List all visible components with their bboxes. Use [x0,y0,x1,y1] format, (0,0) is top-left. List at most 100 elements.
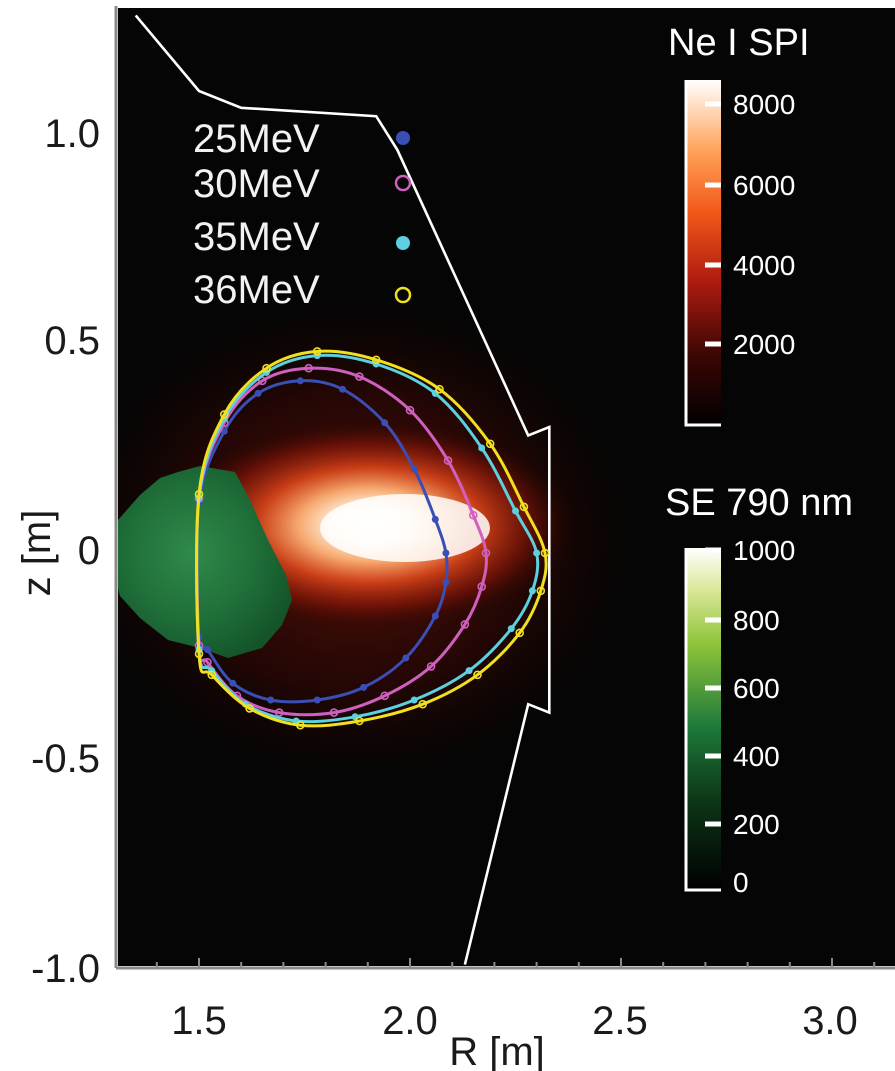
y-tick-label: 1.0 [44,112,100,156]
series-36mev-point [435,384,444,394]
series-36mev-point [295,720,305,730]
x-minor-ticks [155,958,876,968]
legend-label-35mev: 35MeV [193,215,320,259]
y-tick-label: 0 [78,529,100,573]
series-25mev-point [203,646,211,654]
series-36mev-point [355,716,364,726]
series-25mev-point [254,389,262,397]
y-tick-label: -1.0 [31,947,100,991]
colorbar-se-790nm: SE 790 nm 1000 800 600 400 200 0 [665,482,853,898]
series-30mev-point [329,708,339,717]
series-25mev-point [410,465,418,473]
series-36mev-point [540,548,550,558]
series-25mev-point [431,515,439,523]
series-36mev-point [519,502,529,512]
series-layer [194,347,550,730]
legend-label-30mev: 30MeV [193,162,320,206]
ne-i-spi-core [320,494,490,562]
series-30mev-point [443,456,453,465]
x-tick-label: 1.5 [171,999,227,1043]
series-35mev-point [410,696,418,704]
series-35mev-point [533,549,541,557]
series-35mev-point [351,713,359,721]
colorbar-se-790nm-gradient [686,548,721,890]
colorbar-ne-i-spi-tick-label: 6000 [733,170,795,201]
series-30mev-point [460,620,470,629]
series-35mev-point [507,625,515,633]
legend-label-25mev: 25MeV [193,117,320,161]
colorbar-ne-i-spi-gradient [686,80,721,425]
series-30mev-point [481,548,491,558]
series-30mev-point [426,662,436,671]
series-30mev-point [468,510,478,520]
y-tick-label: -0.5 [31,737,100,781]
series-36mev-point [473,670,482,680]
colorbar-se-790nm-tick-label: 800 [733,605,780,636]
colorbar-ne-i-spi-tick-label: 4000 [733,250,795,281]
series-35mev-point [465,667,473,675]
series-30mev-point [304,363,314,373]
series-25mev-point [267,696,275,704]
series-36mev-line [195,349,548,728]
series-35mev-point [478,444,486,452]
legend-marker-25mev [396,131,410,145]
series-25mev-point [229,679,237,687]
series-36mev-point [194,649,204,659]
legend: 25MeV 30MeV 35MeV 36MeV [193,117,412,312]
series-30mev-point [477,582,487,591]
legend-marker-36mev [394,286,412,304]
series-35mev-point [512,507,519,515]
series-30mev-point [380,691,390,701]
series-25mev-point [381,419,389,427]
colorbar-ne-i-spi-tick-label: 8000 [733,89,795,120]
vessel-wall [134,14,551,965]
colorbar-ne-i-spi-tick-label: 2000 [733,329,795,360]
series-36mev-point [220,410,229,419]
series-36mev-point [536,586,546,596]
series-25mev-point [360,683,368,691]
colorbar-se-790nm-frame [684,548,721,892]
series-25mev-point [313,696,321,704]
series-35mev-point [528,587,536,595]
x-tick-label: 2.5 [592,999,648,1043]
series-36mev-point [262,363,271,373]
series-30mev-point [274,708,284,717]
colorbar-se-790nm-tick-label: 1000 [733,535,795,566]
se-790nm-emission [118,466,292,658]
colorbar-ne-i-spi: Ne I SPI 8000 6000 4000 2000 [668,22,810,427]
series-36mev-point [207,670,216,680]
x-tick-label: 2.0 [382,999,438,1043]
colorbar-se-790nm-tick-label: 200 [733,809,780,840]
y-axis-label: z [m] [15,510,59,597]
emission-layer [118,290,645,790]
legend-marker-35mev [396,236,410,250]
series-36mev-point [485,439,495,449]
series-36mev-point [371,355,381,365]
legend-marker-30mev [394,174,412,192]
series-25mev-point [296,377,304,385]
series-30mev-point [355,372,364,381]
series-25mev-point [402,654,410,662]
series-36mev-point [245,704,254,713]
series-36mev-point [418,699,428,709]
colorbar-se-790nm-tick-label: 400 [733,741,780,772]
series-36mev-point [194,489,204,499]
colorbar-se-790nm-tick-label: 0 [733,867,749,898]
series-36mev-point [312,347,322,356]
series-25mev-point [339,385,346,393]
series-35mev-point [431,389,439,397]
colorbar-se-790nm-title: SE 790 nm [665,482,853,524]
series-25mev-point [442,549,450,557]
series-30mev-point [257,376,267,386]
colorbar-ne-i-spi-frame [684,80,721,427]
series-36mev-point [515,628,525,638]
x-axis-label: R [m] [449,1030,545,1071]
colorbar-ne-i-spi-title: Ne I SPI [668,22,810,64]
legend-label-36mev: 36MeV [193,268,320,312]
y-tick-label: 0.5 [44,319,100,363]
series-30mev-point [203,657,212,667]
series-30mev-point [405,405,415,415]
colorbar-se-790nm-tick-label: 600 [733,673,780,704]
x-tick-label: 3.0 [802,999,858,1043]
